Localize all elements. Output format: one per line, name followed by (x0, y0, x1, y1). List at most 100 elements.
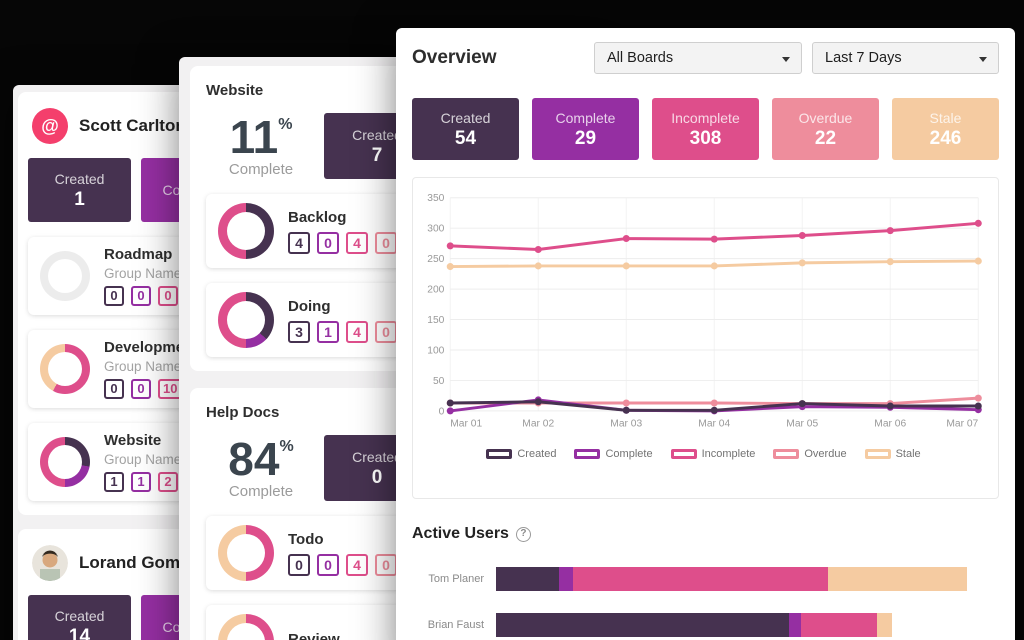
legend-item[interactable]: Complete (574, 448, 653, 461)
list-title: Todo (288, 530, 324, 548)
date-range-select[interactable]: Last 7 Days (812, 42, 999, 74)
page-title: Overview (412, 47, 497, 68)
badges-row: 0 0 10 (104, 379, 198, 399)
status-badge: 0 (288, 553, 310, 576)
legend-label: Created (517, 448, 557, 461)
date-range-value: Last 7 Days (825, 50, 902, 66)
percent-value: 84 (228, 432, 280, 485)
person-stat-created[interactable]: Created 14 (28, 595, 131, 640)
stat-value: 22 (814, 127, 837, 149)
stat-label: Stale (929, 109, 962, 126)
stat-value: 29 (574, 127, 597, 149)
percent-label: Complete (228, 482, 294, 500)
stat-label: Created (54, 607, 105, 624)
legend-item[interactable]: Incomplete (670, 448, 755, 460)
svg-text:300: 300 (427, 224, 444, 235)
stat-card-stale[interactable]: Stale 246 (892, 98, 999, 160)
svg-text:0: 0 (439, 406, 445, 417)
active-users-header: Active Users ? (412, 525, 999, 543)
section-title: Active Users (412, 525, 509, 542)
status-badge: 0 (104, 286, 124, 306)
person-name: Lorand Gombos (79, 553, 211, 572)
donut-chart (40, 437, 90, 487)
person-header: @ Scott Carlton (32, 108, 381, 144)
status-badge: 1 (131, 472, 151, 492)
stat-value: 0 (371, 466, 383, 488)
svg-text:Mar 07: Mar 07 (946, 419, 978, 430)
status-badge: 0 (375, 231, 397, 254)
badges-row: 1 1 2 (104, 472, 181, 492)
board-row-group: Group Name (104, 359, 182, 374)
donut-chart (218, 614, 274, 640)
donut-chart (218, 203, 274, 259)
list-title: Backlog (288, 208, 347, 226)
person-stat-created[interactable]: Created 1 (28, 158, 131, 222)
status-badge: 1 (317, 320, 339, 343)
svg-text:350: 350 (427, 193, 444, 204)
legend-swatch (486, 449, 513, 460)
svg-text:200: 200 (427, 285, 444, 296)
board-row-title: Development (104, 339, 199, 356)
donut-chart (40, 344, 90, 394)
person-name: Scott Carlton (79, 116, 186, 135)
svg-text:Mar 03: Mar 03 (610, 419, 642, 430)
stat-value: 7 (371, 144, 383, 166)
board-row-title: Website (104, 432, 162, 449)
svg-text:Mar 05: Mar 05 (786, 419, 818, 430)
legend-swatch (670, 449, 697, 460)
avatar-photo (32, 545, 68, 581)
board-row-title: Roadmap (104, 246, 173, 263)
stat-label: Created (352, 126, 402, 143)
stat-card-complete[interactable]: Complete 29 (532, 98, 639, 160)
stat-label: Incomplete (671, 109, 740, 126)
boards-filter-select[interactable]: All Boards (594, 42, 802, 74)
legend-item[interactable]: Created (486, 448, 556, 460)
svg-text:Mar 06: Mar 06 (874, 419, 906, 430)
line-chart-svg: Mar 01 Mar 02 Mar 03 Mar 04 Mar 05 Mar 06 Mar … (427, 193, 982, 430)
legend-item[interactable]: Overdue (773, 448, 847, 460)
chevron-down-icon (979, 57, 987, 62)
status-badge: 4 (346, 231, 368, 254)
status-badge: 0 (375, 320, 397, 343)
trend-line-chart: Mar 01 Mar 02 Mar 03 Mar 04 Mar 05 Mar 06 Mar … (412, 177, 999, 499)
stat-label: Overdue (798, 109, 853, 126)
help-icon[interactable]: ? (515, 526, 531, 542)
boards-filter-value: All Boards (607, 50, 674, 66)
legend-item[interactable]: Stale (864, 448, 921, 460)
stat-card-overdue[interactable]: Overdue 22 (772, 98, 879, 160)
stacked-bar (496, 567, 999, 591)
board-section-title: Website (206, 82, 264, 99)
status-badge: 0 (317, 231, 339, 254)
stat-value: 246 (929, 127, 962, 149)
stat-label: Created (440, 109, 491, 126)
svg-text:Mar 04: Mar 04 (698, 419, 730, 430)
overview-header: Overview All Boards Last 7 Days (412, 42, 999, 74)
status-badge: 0 (317, 553, 339, 576)
stat-card-incomplete[interactable]: Incomplete 308 (652, 98, 759, 160)
percent-sign: % (279, 437, 294, 455)
active-user-row: Tom Planer (412, 567, 999, 591)
stat-card-created[interactable]: Created 54 (412, 98, 519, 160)
chevron-down-icon (782, 57, 790, 62)
board-row-group: Group Name (104, 266, 182, 281)
list-row-todo[interactable]: Todo 0 0 4 0 4 (206, 516, 571, 590)
status-badge: 0 (158, 286, 178, 306)
board-row-group: Group Name (104, 452, 182, 467)
percent-sign: % (278, 115, 293, 133)
legend-label: Complete (605, 448, 653, 461)
stat-value: 14 (68, 625, 91, 640)
svg-text:Mar 02: Mar 02 (522, 419, 554, 430)
active-user-name: Brian Faust (427, 619, 484, 631)
status-badge: 4 (346, 553, 368, 576)
stat-label: Created (352, 448, 402, 465)
status-badge: 0 (131, 379, 151, 399)
percent-value: 11 (229, 110, 279, 163)
boards-panel: Website 11% Complete Created 7 Backlog 4 (179, 57, 598, 640)
donut-chart (40, 251, 90, 301)
stat-value: 308 (689, 127, 722, 149)
legend-swatch (864, 449, 891, 460)
filters: All Boards Last 7 Days (594, 42, 999, 74)
percent-label: Complete (228, 160, 294, 178)
stat-label: Complete (555, 109, 616, 126)
list-title: Doing (288, 297, 331, 315)
